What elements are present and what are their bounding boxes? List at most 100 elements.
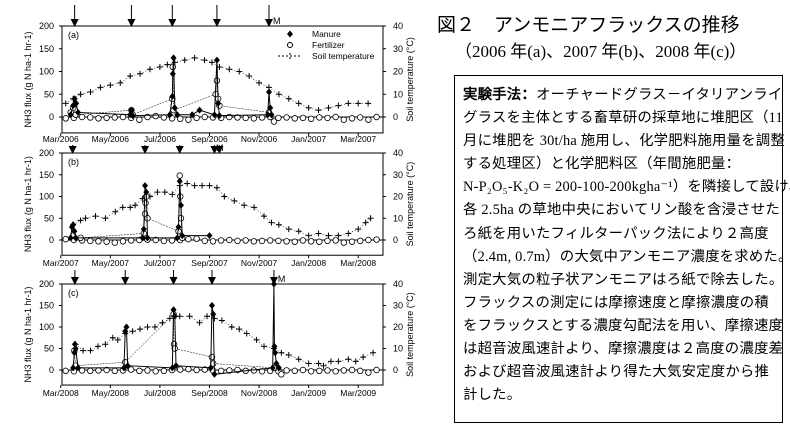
soil-temperature-point bbox=[154, 189, 161, 196]
manure-point bbox=[123, 323, 130, 331]
application-arrow-icon bbox=[127, 19, 136, 27]
manure-line bbox=[70, 181, 210, 239]
x-tick-label: May/2006 bbox=[92, 134, 130, 144]
soil-temperature-point bbox=[213, 184, 220, 191]
manure-point bbox=[174, 234, 181, 242]
application-arrow-icon bbox=[212, 19, 221, 27]
soil-temperature-point bbox=[236, 68, 243, 75]
soil-temperature-point bbox=[132, 202, 139, 209]
fertilizer-point bbox=[209, 238, 217, 245]
soil-temperature-point bbox=[77, 217, 84, 224]
manure-point bbox=[144, 234, 151, 242]
panel-label: (b) bbox=[68, 157, 79, 167]
fertilizer-point bbox=[62, 367, 69, 375]
y-tick-label: 100 bbox=[39, 192, 54, 202]
soil-temperature-point bbox=[186, 313, 193, 320]
x-tick-label: Sep/2006 bbox=[191, 134, 228, 144]
soil-temperature-point bbox=[109, 334, 116, 341]
y2-tick-label: 0 bbox=[393, 235, 398, 245]
soil-temperature-point bbox=[335, 358, 342, 365]
fertilizer-point bbox=[340, 239, 348, 246]
soil-temperature-point bbox=[218, 317, 225, 324]
fertilizer-point bbox=[193, 235, 200, 242]
fertilizer-point bbox=[87, 114, 94, 121]
manure-point bbox=[169, 93, 176, 101]
soil-temperature-point bbox=[253, 336, 260, 343]
fertilizer-point bbox=[373, 113, 380, 121]
fertilizer-point bbox=[217, 237, 225, 244]
fertilizer-point bbox=[168, 237, 176, 244]
soil-temperature-point bbox=[305, 360, 312, 367]
manure-point bbox=[179, 232, 186, 240]
fertilizer-point bbox=[160, 114, 168, 121]
fertilizer-point bbox=[283, 367, 290, 374]
x-tick-label: Mar/2007 bbox=[340, 134, 376, 144]
x-tick-label: Mar/2008 bbox=[340, 258, 376, 268]
fertilizer-point bbox=[152, 112, 159, 120]
soil-temperature-point bbox=[315, 107, 322, 114]
soil-temperature-point bbox=[201, 57, 208, 64]
fertilizer-point bbox=[324, 237, 331, 245]
fertilizer-point bbox=[160, 367, 168, 375]
y-tick-label: 200 bbox=[39, 148, 54, 158]
soil-temperature-point bbox=[87, 347, 94, 354]
fertilizer-point bbox=[299, 114, 307, 122]
manure-point bbox=[196, 106, 203, 114]
fertilizer-point bbox=[95, 115, 102, 122]
soil-temperature-point bbox=[146, 66, 153, 73]
manure-point bbox=[267, 104, 274, 112]
y-tick-label: 150 bbox=[39, 301, 54, 311]
manure-point bbox=[72, 234, 79, 242]
soil-temperature-point bbox=[295, 228, 302, 235]
application-arrow-icon bbox=[121, 277, 130, 285]
manure-point bbox=[176, 177, 183, 185]
x-tick-label: Mar/2007 bbox=[43, 258, 79, 268]
fertilizer-point bbox=[356, 237, 364, 245]
y2-axis-title: Soil temperature (°C) bbox=[405, 292, 415, 377]
manure-point bbox=[166, 111, 173, 119]
chart-panel-a: 0 50 100 150 200 0 10 20 30 40 Mar/2006 May/2006 Jul… bbox=[23, 5, 415, 144]
soil-temperature-point bbox=[206, 182, 213, 189]
chart-panel-c: 0 50 100 150 200 0 10 20 30 40 Mar/2008 May/2008 Jul… bbox=[23, 270, 415, 398]
soil-temperature-point bbox=[335, 102, 342, 109]
soil-temperature-point bbox=[129, 328, 136, 335]
plot-frame bbox=[61, 283, 384, 386]
fertilizer-point bbox=[111, 239, 118, 246]
fertilizer-point bbox=[365, 369, 372, 376]
manure-point bbox=[213, 56, 220, 64]
fertilizer-point bbox=[136, 116, 143, 123]
fertilizer-point bbox=[258, 114, 266, 121]
y2-tick-label: 40 bbox=[393, 21, 403, 31]
method-line: 計した。 bbox=[463, 387, 522, 404]
method-line: （2.4m, 0.7m）の大気中アンモニア濃度を求めた。 bbox=[463, 248, 790, 265]
soil-temperature-point bbox=[94, 343, 101, 350]
manure-point bbox=[124, 362, 131, 370]
application-arrow-icon bbox=[70, 277, 79, 285]
manure-point bbox=[128, 106, 135, 114]
y-tick-label: 150 bbox=[39, 44, 54, 54]
panel-label: (c) bbox=[68, 288, 79, 298]
legend-entry: Soil temperature bbox=[312, 51, 375, 61]
soil-temperature-point bbox=[127, 73, 134, 80]
y-tick-label: 100 bbox=[39, 67, 54, 77]
y2-tick-label: 40 bbox=[393, 279, 403, 289]
manure-point bbox=[129, 112, 136, 120]
fertilizer-point bbox=[291, 367, 298, 375]
fertilizer-point bbox=[270, 118, 278, 125]
soil-temperature-point bbox=[228, 324, 235, 330]
fertilizer-point bbox=[103, 114, 110, 122]
soil-temperature-point bbox=[352, 358, 359, 365]
fertilizer-point bbox=[250, 238, 258, 245]
soil-temperature-point bbox=[127, 204, 134, 211]
fertilizer-point bbox=[275, 237, 282, 245]
y2-tick-label: 30 bbox=[393, 44, 403, 54]
soil-temperature-point bbox=[231, 197, 238, 204]
fertilizer-point bbox=[316, 114, 323, 121]
manure-point bbox=[264, 111, 271, 119]
y-tick-label: 50 bbox=[44, 213, 54, 223]
soil-temperature-point bbox=[181, 57, 188, 64]
manure-point bbox=[216, 112, 223, 120]
y-tick-label: 200 bbox=[39, 21, 54, 31]
soil-temperature-point bbox=[159, 319, 166, 326]
fertilizer-point bbox=[348, 366, 356, 374]
